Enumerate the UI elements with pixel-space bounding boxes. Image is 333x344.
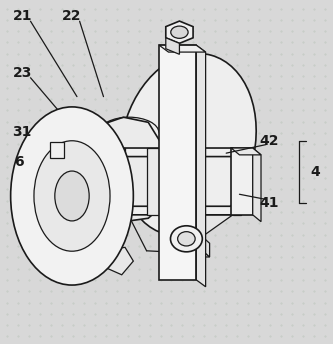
Polygon shape bbox=[110, 148, 125, 215]
Polygon shape bbox=[196, 45, 206, 287]
Polygon shape bbox=[233, 157, 241, 215]
Polygon shape bbox=[34, 242, 70, 271]
Polygon shape bbox=[231, 148, 253, 215]
Text: 21: 21 bbox=[13, 9, 32, 23]
Polygon shape bbox=[170, 239, 205, 252]
Ellipse shape bbox=[177, 232, 195, 246]
Polygon shape bbox=[50, 142, 64, 158]
Ellipse shape bbox=[120, 54, 256, 236]
Polygon shape bbox=[231, 148, 261, 155]
Ellipse shape bbox=[171, 26, 188, 38]
Ellipse shape bbox=[34, 141, 110, 251]
Text: 42: 42 bbox=[259, 134, 279, 148]
Text: 41: 41 bbox=[259, 196, 279, 210]
Polygon shape bbox=[170, 252, 209, 257]
Polygon shape bbox=[99, 247, 133, 275]
Text: 4: 4 bbox=[311, 165, 321, 179]
Text: 23: 23 bbox=[13, 66, 32, 80]
Ellipse shape bbox=[170, 226, 202, 252]
Polygon shape bbox=[110, 148, 241, 157]
Text: 6: 6 bbox=[14, 155, 24, 169]
Polygon shape bbox=[205, 239, 209, 257]
Polygon shape bbox=[160, 215, 233, 252]
Polygon shape bbox=[166, 21, 193, 43]
Polygon shape bbox=[253, 148, 261, 222]
Ellipse shape bbox=[11, 107, 133, 285]
Polygon shape bbox=[159, 45, 196, 280]
Ellipse shape bbox=[55, 171, 89, 221]
Text: 31: 31 bbox=[13, 125, 32, 139]
Polygon shape bbox=[99, 117, 160, 222]
Polygon shape bbox=[166, 38, 179, 54]
Polygon shape bbox=[159, 45, 206, 52]
Text: 22: 22 bbox=[62, 9, 82, 23]
Polygon shape bbox=[147, 148, 160, 215]
Polygon shape bbox=[110, 206, 241, 215]
